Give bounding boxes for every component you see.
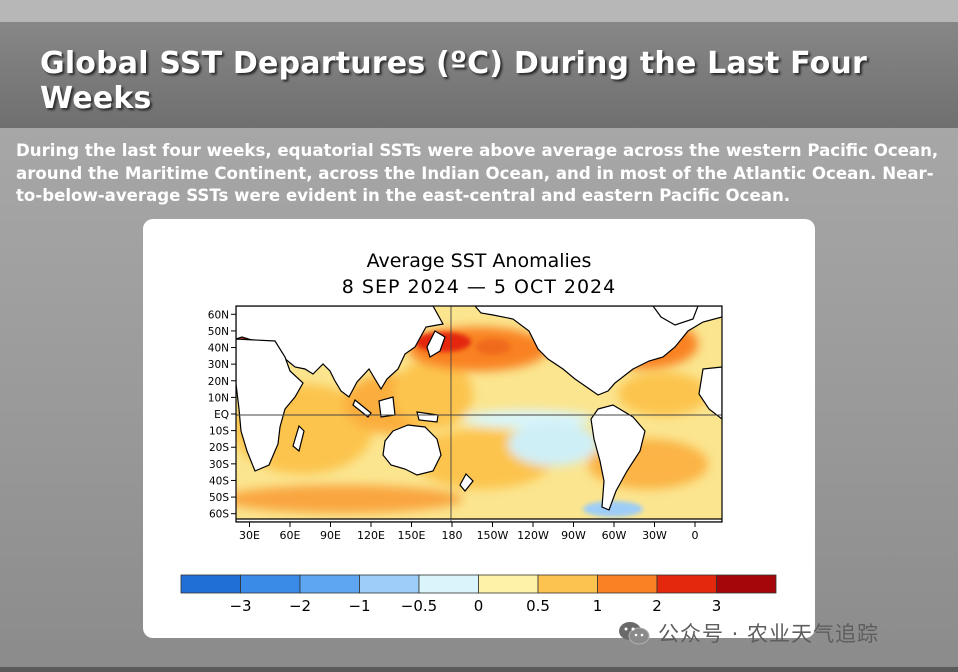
colorbar-tick-label: −1 (348, 597, 370, 615)
colorbar-tick-label: 2 (652, 597, 662, 615)
land-greenland (652, 306, 699, 326)
land-new-guinea (416, 411, 439, 423)
x-tick-label: 150W (477, 529, 509, 542)
watermark-text: 公众号 · 农业天气追踪 (658, 622, 880, 646)
colorbar-tick-label: 0 (474, 597, 484, 615)
x-tick-label: 120E (357, 529, 385, 542)
y-tick-label: 50N (208, 326, 229, 338)
y-tick-label: 30S (209, 459, 229, 471)
reference-lines (236, 306, 722, 522)
y-tick-label: 60N (208, 309, 229, 321)
sst-anomaly-chart: Average SST Anomalies 8 SEP 2024 — 5 OCT… (180, 250, 777, 615)
wechat-icon (619, 622, 650, 645)
land-new-zealand (459, 473, 474, 492)
x-tick-label: 30E (239, 529, 260, 542)
land-australia (382, 424, 442, 476)
x-tick-label: 90E (320, 529, 341, 542)
y-tick-label: 60S (209, 509, 229, 521)
slide-description: During the last four weeks, equatorial S… (16, 141, 939, 205)
colorbar-tick-label: 0.5 (526, 597, 550, 615)
map-panel (236, 306, 722, 522)
colorbar-tick-label: 3 (712, 597, 722, 615)
x-tick-label: 180 (442, 529, 463, 542)
colorbar-tick-label: −3 (229, 597, 251, 615)
land-japan (426, 330, 446, 358)
chart-subtitle: 8 SEP 2024 — 5 OCT 2024 (342, 276, 616, 298)
colorbar-tick-label: −0.5 (401, 597, 437, 615)
colorbar: −3 −2 −1 −0.5 0 0.5 1 2 3 (180, 574, 777, 615)
chart-title: Average SST Anomalies (367, 250, 592, 272)
colorbar-tick-label: −2 (289, 597, 311, 615)
land-south-america (590, 404, 646, 511)
anomaly-southern-ocean (236, 485, 463, 513)
x-tick-label: 120W (517, 529, 549, 542)
x-tick-label: 150E (398, 529, 426, 542)
x-tick-label: 0 (692, 529, 699, 542)
top-strip (0, 0, 958, 22)
y-tick-label: 20N (208, 376, 229, 388)
y-tick-label: 40N (208, 343, 229, 355)
y-tick-label: 10N (208, 392, 229, 404)
y-axis-ticks: 60N 50N 40N 30N 20N 10N EQ 10S 20S 30S 40S 50S 60S (208, 309, 236, 521)
bottom-rule (0, 667, 958, 672)
coolspot-antarctic (583, 501, 643, 517)
hotspot-north-pacific-east (475, 339, 511, 355)
x-tick-label: 90W (561, 529, 586, 542)
colorbar-bin (597, 574, 658, 594)
x-tick-label: 60W (602, 529, 627, 542)
slide-title: Global SST Departures (ºC) During the La… (40, 46, 867, 116)
anomaly-east-pacific (508, 422, 598, 466)
land-antarctica (236, 518, 722, 522)
anomaly-field (236, 319, 708, 513)
x-tick-label: 60E (280, 529, 301, 542)
figure-card: Average SST Anomalies 8 SEP 2024 — 5 OCT… (143, 219, 815, 638)
y-tick-label: 50S (209, 492, 229, 504)
colorbar-bin (418, 574, 479, 594)
land-north-america (474, 306, 722, 396)
colorbar-bin (537, 574, 598, 594)
land-madagascar (292, 424, 305, 453)
land-borneo (378, 396, 396, 418)
colorbar-bin (359, 574, 420, 594)
y-tick-label: 10S (209, 426, 229, 438)
watermark: 公众号 · 农业天气追踪 (618, 618, 879, 648)
colorbar-bin (240, 574, 301, 594)
x-tick-label: 30W (642, 529, 667, 542)
anomaly-west-pacific (393, 359, 473, 429)
y-tick-label: 30N (208, 359, 229, 371)
land-west-africa-edge (698, 366, 722, 420)
colorbar-bin (656, 574, 717, 594)
colorbar-tick-label: 1 (593, 597, 603, 615)
title-band: Global SST Departures (ºC) During the La… (0, 22, 958, 128)
land-africa (236, 338, 304, 472)
x-axis-ticks: 30E 60E 90E 120E 150E 180 150W 120W 90W 60W 30W 0 (239, 522, 699, 542)
colorbar-bin (180, 574, 241, 594)
land-masses (236, 306, 722, 522)
colorbar-bin (716, 574, 777, 594)
colorbar-bin (299, 574, 360, 594)
colorbar-bin (478, 574, 539, 594)
land-sumatra (352, 399, 372, 418)
y-tick-label: 20S (209, 442, 229, 454)
y-tick-label: EQ (214, 409, 229, 421)
anomaly-tropical-atlantic (618, 372, 708, 416)
y-tick-label: 40S (209, 475, 229, 487)
